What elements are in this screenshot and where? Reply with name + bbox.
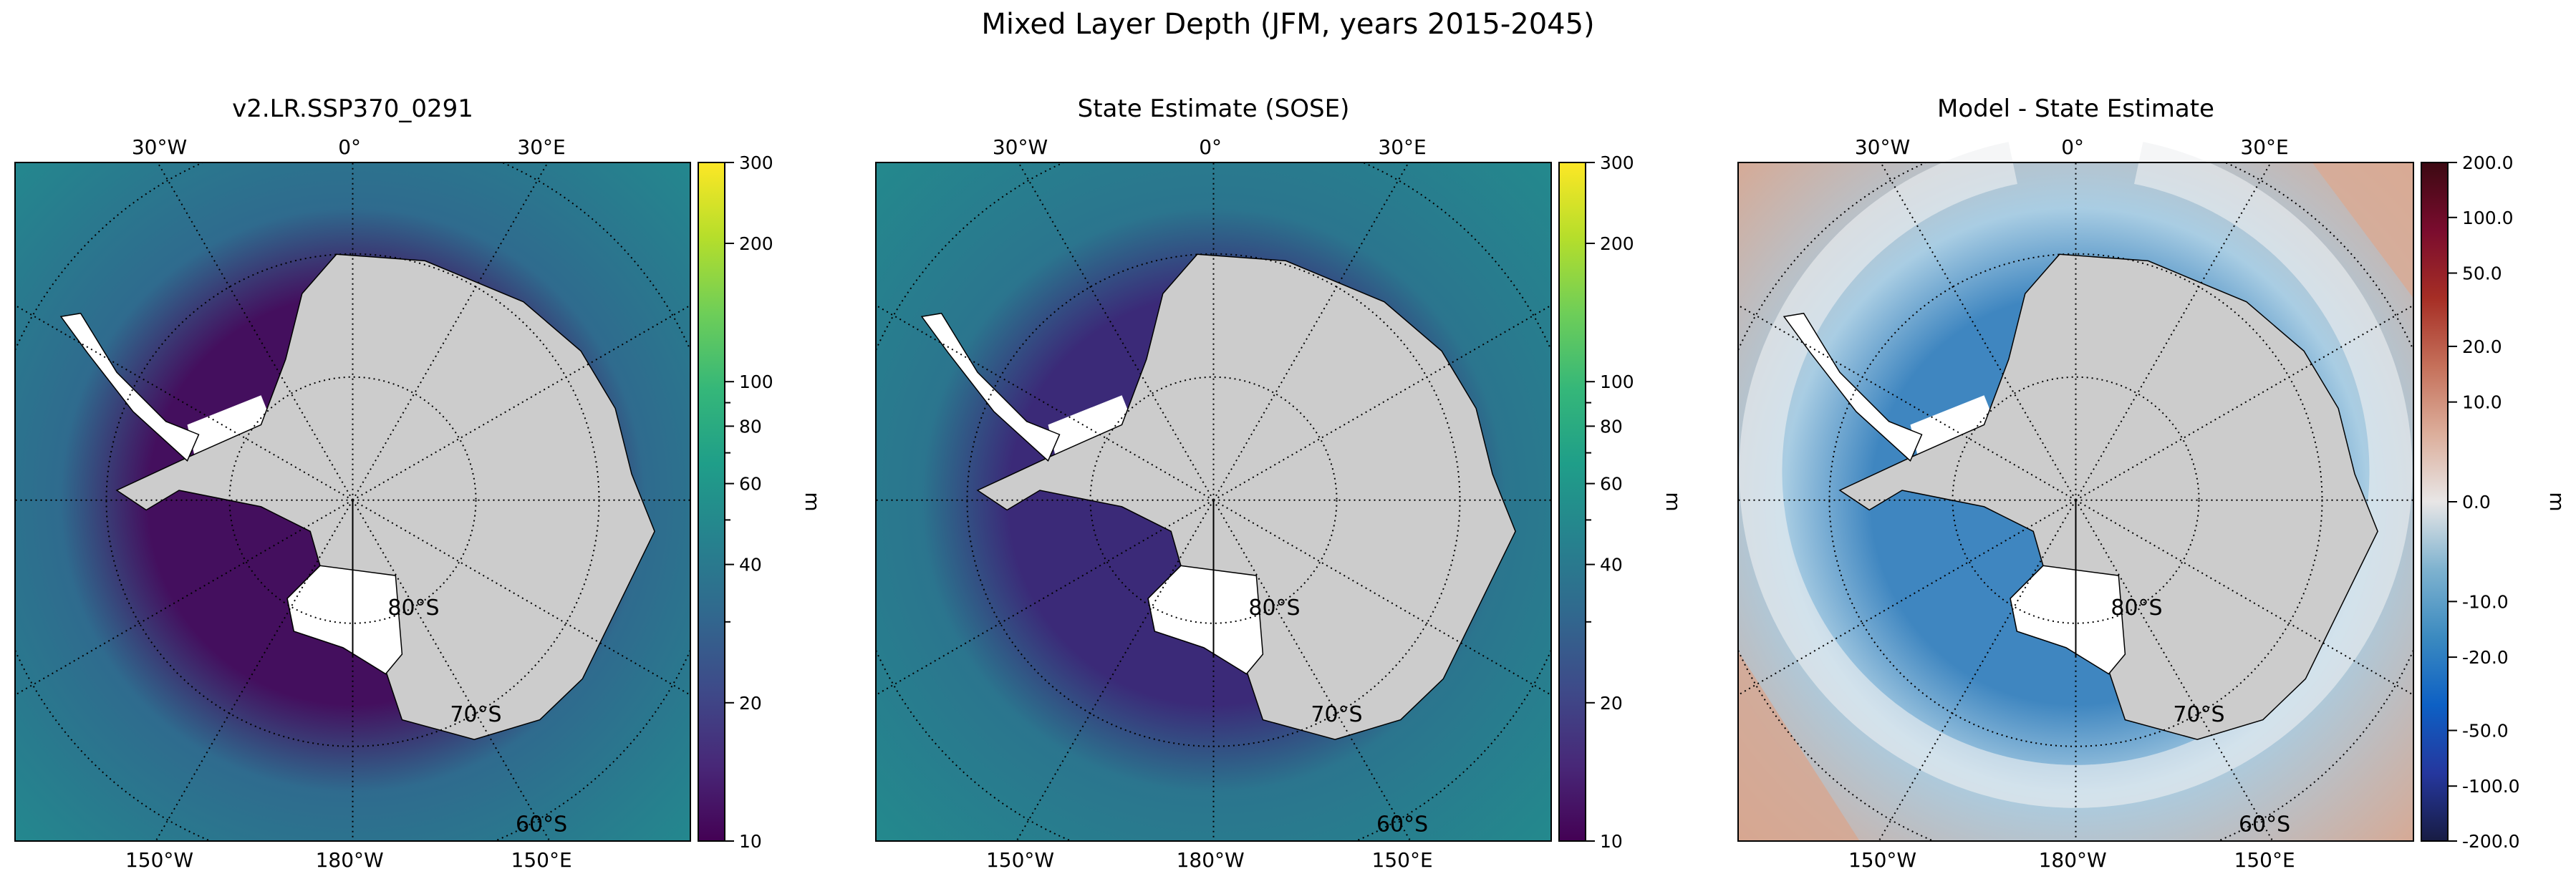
antarctic-peninsula — [1783, 312, 1923, 462]
lon-label-bottom: 180°W — [1177, 848, 1245, 872]
colorbar-tick-label: 10.0 — [2462, 392, 2502, 413]
meridian-line — [1016, 500, 1215, 842]
meridian-line — [1878, 500, 2077, 842]
map-frame — [1737, 162, 2414, 842]
colorbar-tick-label: 100 — [739, 371, 773, 392]
colorbar-bar — [1558, 162, 1586, 842]
colorbar-tick-label: 80 — [1600, 416, 1623, 437]
lon-label-top: 30°E — [2240, 135, 2288, 159]
meridian-line — [2075, 500, 2274, 842]
map-content — [14, 162, 691, 842]
colorbar-tick-label: 200.0 — [2462, 152, 2514, 173]
map-panel-1: v2.LR.SSP370_0291 30°W 0° 30°E 150°W 180°W 150… — [14, 94, 691, 872]
colorbar-tick-label: 0.0 — [2462, 492, 2491, 512]
lon-label-top: 30°E — [1378, 135, 1426, 159]
lon-label-bottom: 150°W — [1848, 848, 1916, 872]
colorbar-tick-label: 200 — [1600, 233, 1634, 254]
colorbar-tick-label: -10.0 — [2462, 591, 2509, 612]
latitude-circle — [1089, 376, 1338, 624]
latitude-circle — [1952, 376, 2200, 624]
colorbar-tick-label: -50.0 — [2462, 720, 2509, 741]
lon-label-bottom: 180°W — [2039, 848, 2107, 872]
colorbar-tick-label: 300 — [739, 152, 773, 173]
lat-label: 70°S — [450, 702, 501, 727]
colorbar-tick-label: 20 — [1600, 693, 1623, 714]
latitude-circle — [228, 376, 477, 624]
lon-label-top: 30°W — [993, 135, 1048, 159]
colorbar-tick-label: 40 — [739, 555, 762, 575]
lon-label-bottom: 150°E — [1372, 848, 1433, 872]
meridian-line — [352, 500, 551, 842]
colorbar-label: m — [801, 492, 824, 511]
colorbar-tick-label: 20.0 — [2462, 336, 2502, 357]
colorbar-tick-label: 300 — [1600, 152, 1634, 173]
colorbar-label: m — [2545, 492, 2569, 511]
lat-label: 70°S — [2173, 702, 2224, 727]
colorbar-tick-label: 10 — [739, 831, 762, 852]
lat-label: 60°S — [2239, 812, 2290, 837]
antarctic-peninsula — [920, 312, 1061, 462]
lon-label-bottom: 150°E — [2234, 848, 2295, 872]
figure-title: Mixed Layer Depth (JFM, years 2015-2045) — [981, 8, 1595, 41]
colorbar-tick-label: 10 — [1600, 831, 1623, 852]
colorbar-tick-label: 20 — [739, 693, 762, 714]
lon-label-top: 30°E — [517, 135, 565, 159]
colorbar-tick-label: 60 — [1600, 474, 1623, 495]
lon-label-top: 0° — [2061, 135, 2084, 159]
meridian-line — [1212, 500, 1412, 842]
lon-label-top: 0° — [1199, 135, 1222, 159]
lon-label-top: 30°W — [132, 135, 187, 159]
lon-label-top: 30°W — [1855, 135, 1910, 159]
lat-label: 60°S — [1376, 812, 1428, 837]
colorbar-2: 10 20 40 60 80 100 200 300 m — [1558, 152, 1685, 852]
panel-title: State Estimate (SOSE) — [1078, 94, 1350, 123]
colorbar-tick-label: 40 — [1600, 555, 1623, 575]
lon-label-bottom: 180°W — [316, 848, 384, 872]
lat-label: 70°S — [1311, 702, 1362, 727]
ross-ice-shelf — [2010, 565, 2126, 675]
lon-label-bottom: 150°W — [986, 848, 1054, 872]
colorbar-tick-label: 50.0 — [2462, 263, 2502, 284]
lat-label: 80°S — [2111, 596, 2162, 621]
colorbar-label: m — [1661, 492, 1685, 511]
colorbar-tick-label: -100.0 — [2462, 776, 2520, 797]
colorbar-tick-label: 80 — [739, 416, 762, 437]
lon-label-top: 0° — [338, 135, 361, 159]
map-panel-3: Model - State Estimate 30°W 0° 30°E 150°W 180… — [1737, 94, 2414, 872]
colorbar-tick-label: 100.0 — [2462, 208, 2514, 228]
colorbar-bar — [2421, 162, 2449, 842]
colorbar-tick-label: 100 — [1600, 371, 1634, 392]
lat-label: 80°S — [387, 596, 439, 621]
colorbar-3: 200.0 100.0 50.0 20.0 10.0 0.0 -10.0 -20.0 -50.0… — [2421, 152, 2569, 852]
colorbar-1: 10 20 40 60 80 100 200 300 m — [698, 152, 824, 852]
map-content — [1737, 142, 2414, 842]
colorbar-tick-label: -200.0 — [2462, 831, 2520, 852]
panel-title: v2.LR.SSP370_0291 — [232, 94, 473, 123]
colorbar-bar — [698, 162, 725, 842]
lon-label-bottom: 150°W — [125, 848, 193, 872]
colorbar-tick-label: 200 — [739, 233, 773, 254]
neutral-band — [1739, 142, 2413, 808]
map-frame — [14, 162, 691, 842]
map-frame — [875, 162, 1552, 842]
ross-ice-shelf — [1147, 565, 1264, 675]
antarctic-peninsula — [59, 312, 200, 462]
panel-title: Model - State Estimate — [1937, 94, 2214, 123]
colorbar-tick-label: -20.0 — [2462, 647, 2509, 668]
lat-label: 80°S — [1248, 596, 1300, 621]
map-panel-2: State Estimate (SOSE) 30°W 0° 30°E 150°W 180°… — [875, 94, 1552, 872]
ross-ice-shelf — [286, 565, 403, 675]
meridian-line — [155, 500, 354, 842]
lat-label: 60°S — [516, 812, 567, 837]
lon-label-bottom: 150°E — [511, 848, 572, 872]
map-content — [875, 162, 1552, 842]
colorbar-tick-label: 60 — [739, 474, 762, 495]
